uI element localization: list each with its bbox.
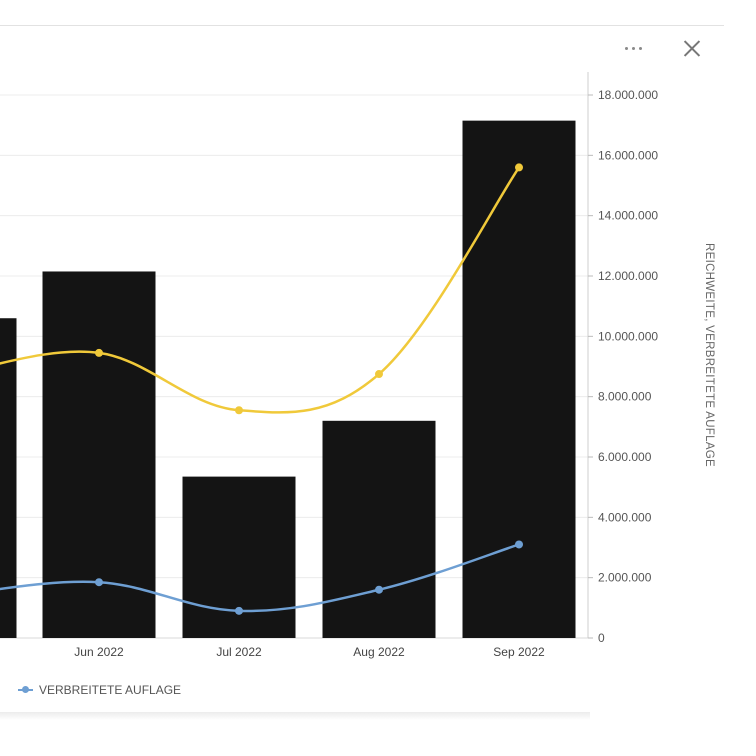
line-point bbox=[235, 606, 243, 615]
chart-legend[interactable]: VERBREITETE AUFLAGE bbox=[18, 682, 181, 698]
legend-line-marker-icon bbox=[18, 684, 33, 696]
x-tick-label: Sep 2022 bbox=[493, 645, 545, 659]
bar-series bbox=[0, 120, 576, 639]
y-tick-label: 8.000.000 bbox=[598, 390, 652, 404]
x-axis: Jun 2022 Jul 2022 Aug 2022 Sep 2022 bbox=[74, 645, 545, 659]
line-point bbox=[515, 540, 523, 549]
line-point bbox=[95, 578, 103, 587]
y-tick-label: 18.000.000 bbox=[598, 88, 658, 102]
y-tick-label: 16.000.000 bbox=[598, 148, 658, 162]
y-axis: 0 2.000.000 4.000.000 6.000.000 8.000.000 10.… bbox=[587, 72, 658, 645]
bar bbox=[42, 271, 156, 638]
line-point bbox=[375, 585, 383, 594]
combo-chart: 0 2.000.000 4.000.000 6.000.000 8.000.000 10.… bbox=[0, 72, 715, 659]
y-tick-label: 14.000.000 bbox=[598, 209, 658, 223]
line-point bbox=[235, 406, 243, 415]
panel-bottom-shadow bbox=[0, 712, 590, 720]
top-divider bbox=[0, 25, 724, 26]
bar bbox=[322, 420, 436, 638]
line-point bbox=[95, 348, 103, 357]
reichweite-line bbox=[0, 166, 521, 414]
line-point bbox=[375, 370, 383, 379]
legend-label: VERBREITETE AUFLAGE bbox=[39, 683, 182, 697]
y-tick-label: 6.000.000 bbox=[598, 450, 652, 464]
y-tick-label: 0 bbox=[598, 631, 605, 645]
y-tick-label: 2.000.000 bbox=[598, 571, 652, 585]
line-point bbox=[515, 163, 523, 172]
y-tick-label: 10.000.000 bbox=[598, 329, 658, 343]
bar bbox=[0, 318, 17, 638]
x-tick-label: Jul 2022 bbox=[216, 645, 262, 659]
y-axis-title: REICHWEITE, VERBREITETE AUFLAGE bbox=[703, 243, 715, 467]
x-tick-label: Aug 2022 bbox=[353, 645, 405, 659]
y-tick-label: 12.000.000 bbox=[598, 269, 658, 283]
more-options-icon[interactable] bbox=[620, 40, 648, 58]
line-series bbox=[0, 163, 523, 615]
y-tick-label: 4.000.000 bbox=[598, 510, 652, 524]
x-tick-label: Jun 2022 bbox=[74, 645, 124, 659]
bar bbox=[462, 120, 576, 639]
